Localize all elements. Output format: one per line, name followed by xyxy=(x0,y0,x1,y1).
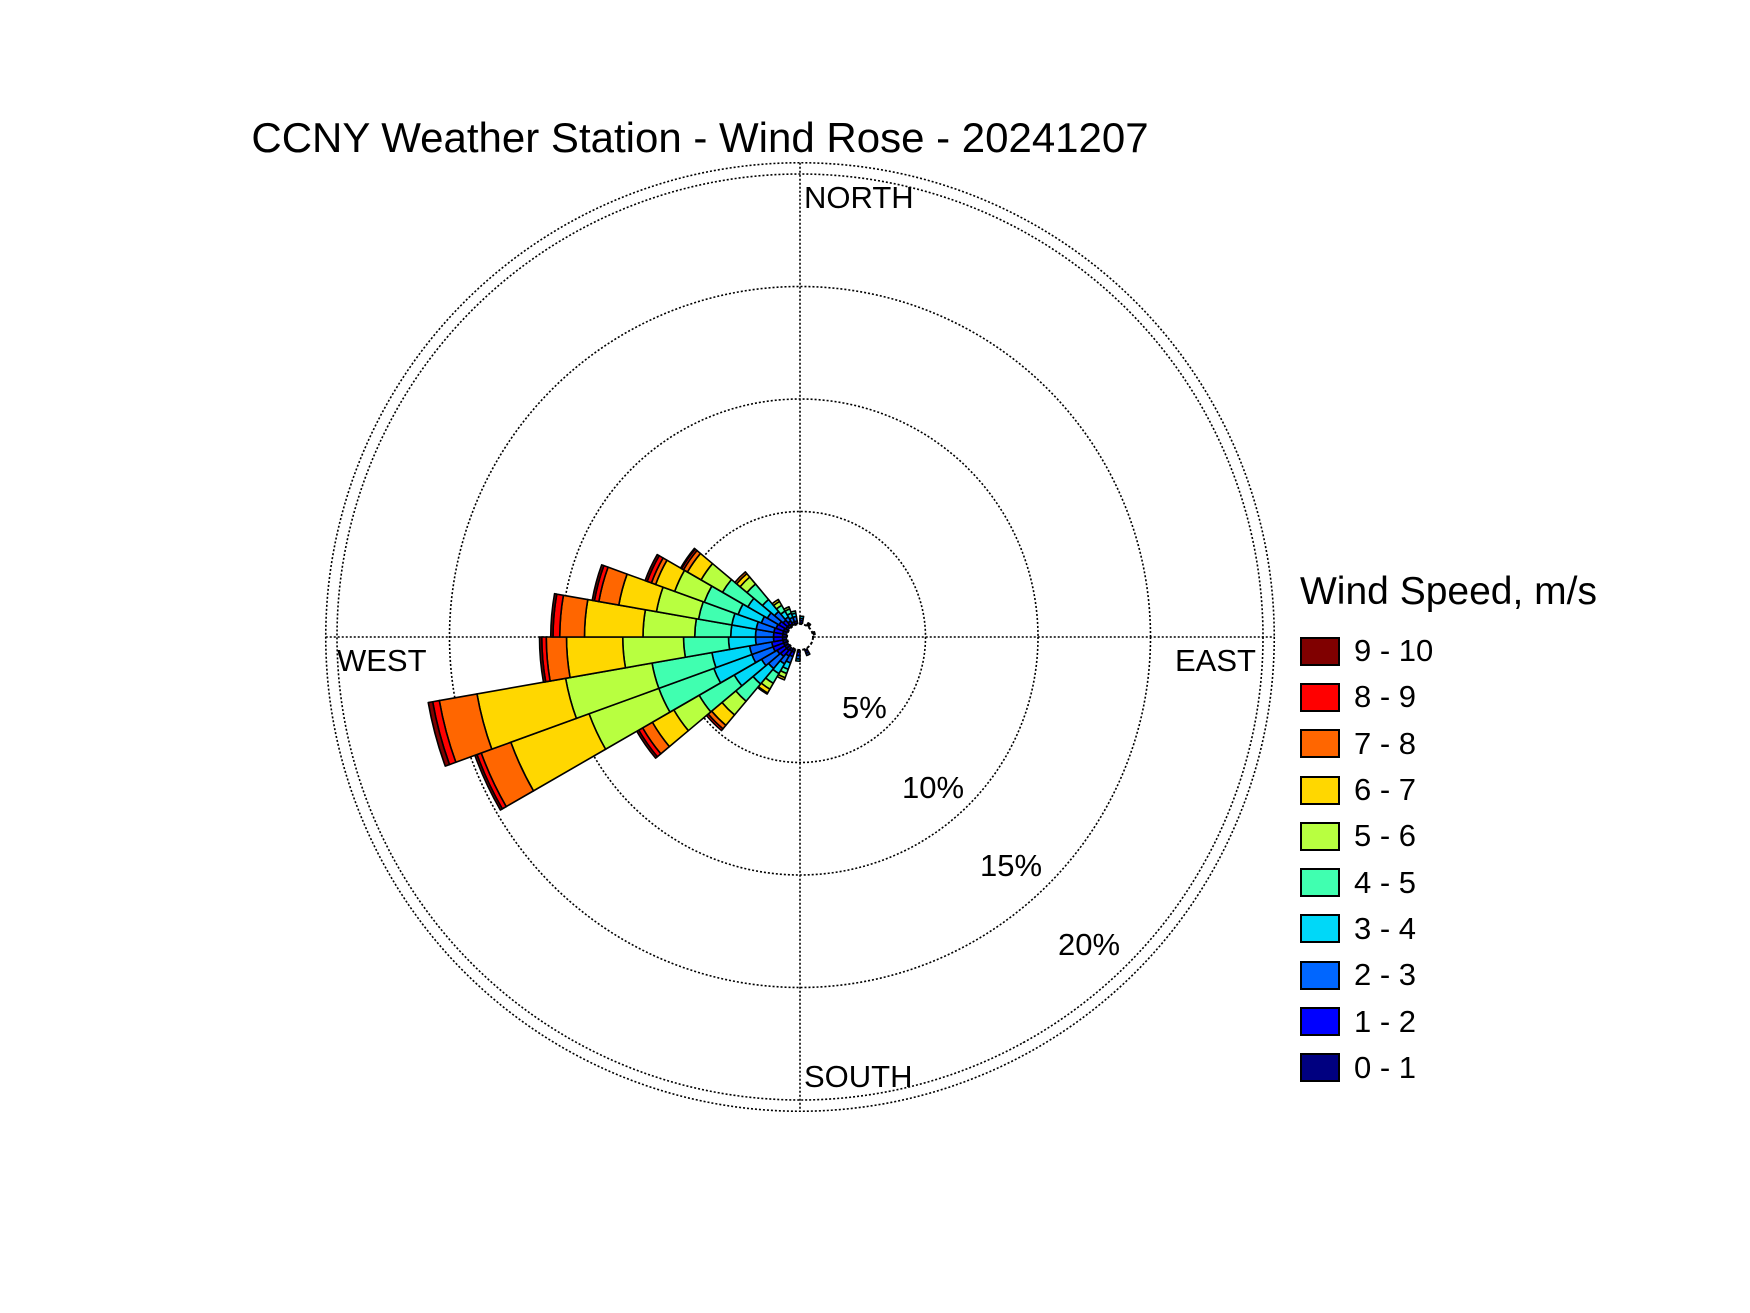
legend-item: 3 - 4 xyxy=(1300,906,1597,952)
legend-label: 6 - 7 xyxy=(1354,772,1417,808)
center-hole xyxy=(786,623,814,651)
ring-label-10: 10% xyxy=(902,770,964,805)
legend-label: 4 - 5 xyxy=(1354,864,1417,900)
legend-item: 1 - 2 xyxy=(1300,998,1597,1044)
legend-item: 5 - 6 xyxy=(1300,813,1597,859)
petal-segment-5-bin-3 xyxy=(799,615,805,620)
legend-label: 9 - 10 xyxy=(1354,633,1434,669)
legend-swatch xyxy=(1300,682,1340,712)
petal-segment-185-bin-3 xyxy=(794,657,801,663)
ring-label-5: 5% xyxy=(842,690,887,725)
petal-segment-345-bin-4 xyxy=(790,610,797,616)
direction-label-north: NORTH xyxy=(804,180,914,215)
legend-label: 8 - 9 xyxy=(1354,679,1417,715)
legend-label: 2 - 3 xyxy=(1354,957,1417,993)
legend-item: 2 - 3 xyxy=(1300,952,1597,998)
axis-labels: NORTH EAST SOUTH WEST 5% 10% 15% 20% xyxy=(337,180,1256,1094)
legend-swatch xyxy=(1300,1053,1340,1083)
polar-grid xyxy=(324,161,1276,1113)
legend-item: 4 - 5 xyxy=(1300,859,1597,905)
petal-segment-295-bin-9 xyxy=(644,553,660,583)
legend-label: 7 - 8 xyxy=(1354,725,1417,761)
wind-petals xyxy=(427,547,816,811)
legend-item: 0 - 1 xyxy=(1300,1045,1597,1091)
ring-label-15: 15% xyxy=(980,848,1042,883)
wind-rose-plot: NORTH EAST SOUTH WEST 5% 10% 15% 20% xyxy=(324,161,1276,1113)
legend-label: 5 - 6 xyxy=(1354,818,1417,854)
legend-swatch xyxy=(1300,1007,1340,1037)
legend-swatch xyxy=(1300,960,1340,990)
petal-segment-275-bin-9 xyxy=(549,592,558,638)
legend-label: 1 - 2 xyxy=(1354,1003,1417,1039)
direction-label-east: EAST xyxy=(1175,643,1256,678)
petal-segment-315-bin-7 xyxy=(734,571,748,585)
legend-swatch xyxy=(1300,636,1340,666)
petal-segment-325-bin-6 xyxy=(771,598,781,607)
legend-item: 6 - 7 xyxy=(1300,767,1597,813)
chart-title: CCNY Weather Station - Wind Rose - 20241… xyxy=(251,114,1149,161)
legend-item: 9 - 10 xyxy=(1300,628,1597,674)
petal-segment-265-bin-9 xyxy=(538,636,547,684)
direction-label-west: WEST xyxy=(337,643,427,678)
petal-segment-155-bin-2 xyxy=(805,651,811,657)
petal-segment-305-bin-9 xyxy=(679,547,697,570)
grid-ring-5 xyxy=(673,510,927,764)
legend-label: 0 - 1 xyxy=(1354,1049,1417,1085)
legend-swatch xyxy=(1300,775,1340,805)
legend-title: Wind Speed, m/s xyxy=(1300,570,1597,613)
legend-items: 9 - 10 8 - 9 7 - 8 6 - 7 5 - 6 4 - 5 3 - 4 2 - … xyxy=(1300,628,1597,1091)
direction-label-south: SOUTH xyxy=(804,1059,913,1094)
legend-swatch xyxy=(1300,868,1340,898)
legend: Wind Speed, m/s 9 - 10 8 - 9 7 - 8 6 - 7 5 -… xyxy=(1300,568,1597,1091)
legend-item: 7 - 8 xyxy=(1300,721,1597,767)
legend-swatch xyxy=(1300,821,1340,851)
legend-swatch xyxy=(1300,914,1340,944)
legend-item: 8 - 9 xyxy=(1300,674,1597,720)
petal-segment-255-bin-9 xyxy=(427,700,451,767)
petal-segment-35-bin-2 xyxy=(806,622,812,627)
petal-segment-335-bin-5 xyxy=(783,606,791,612)
petal-segment-285-bin-9 xyxy=(591,564,605,602)
legend-swatch xyxy=(1300,729,1340,759)
legend-label: 3 - 4 xyxy=(1354,910,1417,946)
petal-segment-75-bin-1 xyxy=(812,630,816,636)
petal-segment-275-bin-7 xyxy=(558,594,589,638)
ring-label-20: 20% xyxy=(1058,927,1120,962)
